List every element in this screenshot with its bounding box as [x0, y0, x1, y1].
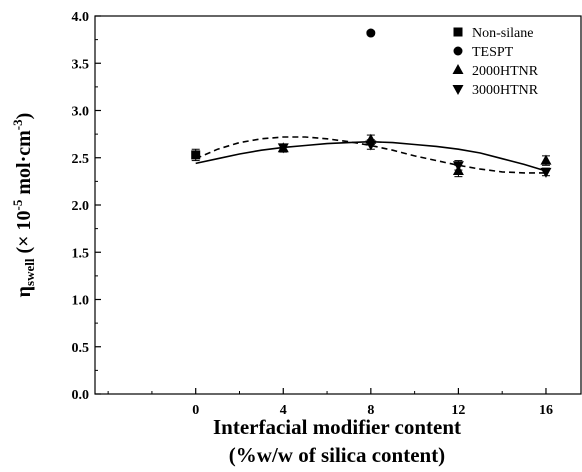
legend-marker-2000htnr	[452, 64, 464, 74]
y-tick-label: 2.0	[72, 199, 90, 214]
data-markers	[191, 28, 552, 178]
y-tick-label: 1.0	[72, 294, 90, 309]
y-tick-label: 3.0	[72, 105, 90, 120]
data-point-3000htnr	[277, 143, 289, 154]
y-tick-label: 3.5	[72, 57, 90, 72]
data-point-non-silane	[191, 150, 201, 160]
legend-marker-tespt	[453, 46, 463, 56]
legend: Non-silane TESPT 2000HTNR 3000HTNR	[452, 26, 539, 98]
data-point-3000htnr	[365, 140, 377, 151]
legend-label-non-silane: Non-silane	[472, 26, 533, 41]
y-tick-label: 0.0	[72, 388, 90, 403]
y-tick-label: 2.5	[72, 152, 90, 167]
y-tick-label: 1.5	[72, 246, 90, 261]
legend-label-tespt: TESPT	[472, 45, 514, 60]
x-axis-title-line1: Interfacial modifier content	[213, 415, 461, 439]
svg-text:ηswell (× 10-5 mol·cm-3): ηswell (× 10-5 mol·cm-3)	[10, 113, 37, 298]
data-point-3000htnr	[540, 167, 552, 178]
data-point-2000htnr	[540, 154, 552, 165]
x-tick-label: 0	[192, 403, 199, 418]
legend-marker-non-silane	[453, 27, 463, 37]
x-tick-label: 12	[451, 403, 465, 418]
legend-marker-3000htnr	[452, 85, 464, 95]
x-tick-label: 8	[367, 403, 374, 418]
legend-label-2000htnr: 2000HTNR	[472, 64, 539, 79]
y-tick-label: 0.5	[72, 341, 90, 356]
x-tick-label: 16	[539, 403, 553, 418]
dashed-fit-line	[195, 136, 546, 174]
y-tick-label: 4.0	[72, 10, 90, 25]
tick-labels: 0.0 0.5 1.0 1.5 2.0 2.5 3.0 3.5 4.0 0 4 8 12 16	[72, 10, 553, 418]
data-point-3000htnr	[452, 161, 464, 172]
data-point-tespt	[366, 28, 376, 38]
axis-ticks	[95, 15, 547, 395]
x-axis-title-line2: (%w/w of silica content)	[229, 443, 445, 467]
y-axis-title: ηswell (× 10-5 mol·cm-3)	[10, 113, 37, 298]
x-tick-label: 4	[280, 403, 287, 418]
legend-label-3000htnr: 3000HTNR	[472, 83, 539, 98]
